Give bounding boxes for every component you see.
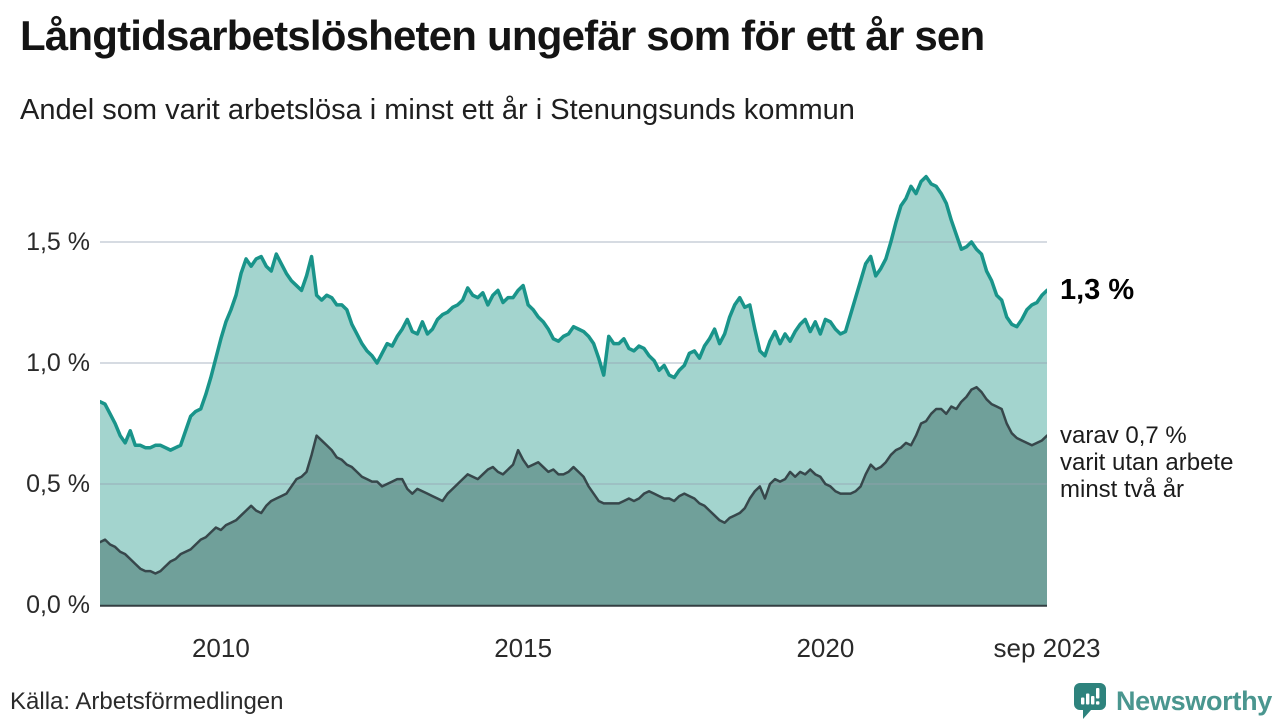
- series-line-0: [100, 174, 1047, 452]
- series-line-1: [100, 385, 1047, 575]
- y-axis-tick-label: 1,5 %: [26, 228, 90, 256]
- annotation-line: varav 0,7 %: [1060, 421, 1187, 449]
- newsworthy-wordmark: Newsworthy: [1115, 685, 1272, 716]
- annotation-line: varit utan arbete: [1060, 448, 1234, 476]
- area-chart: [100, 174, 1047, 607]
- source-caption: Källa: Arbetsförmedlingen: [10, 688, 284, 715]
- page-title: Långtidsarbetslösheten ungefär som för e…: [20, 12, 985, 59]
- series-area-1: [100, 387, 1047, 605]
- newsworthy-bubble-chart-icon: [1073, 683, 1106, 719]
- x-axis-tick-label: 2015: [494, 633, 553, 663]
- x-axis-tick-label: 2020: [796, 633, 855, 663]
- series-annotation: varav 0,7 % varit utan arbete minst två år: [1060, 422, 1233, 503]
- y-axis-tick-label: 1,0 %: [26, 349, 90, 377]
- x-axis-tick-label: 2010: [191, 633, 250, 663]
- y-axis-tick-label: 0,5 %: [26, 470, 90, 498]
- chart-subtitle: Andel som varit arbetslösa i minst ett å…: [20, 94, 855, 126]
- x-axis-tick-label: sep 2023: [993, 633, 1101, 663]
- newsworthy-logo: Newsworthy: [1073, 681, 1272, 720]
- latest-value-label: 1,3 %: [1060, 274, 1135, 307]
- y-axis-tick-label: 0,0 %: [26, 591, 90, 619]
- annotation-line: minst två år: [1060, 475, 1185, 503]
